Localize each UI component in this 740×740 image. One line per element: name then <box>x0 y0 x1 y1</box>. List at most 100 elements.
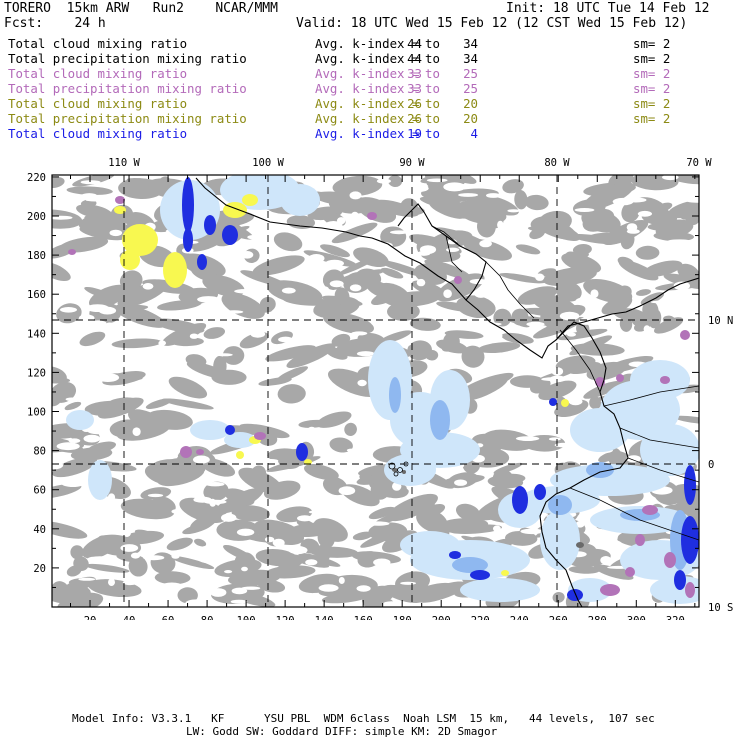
cloud-gap <box>132 427 141 437</box>
legend-to-word: to <box>425 111 440 126</box>
gray-cloud-blob <box>493 462 523 474</box>
cloud-gap <box>236 262 247 267</box>
legend-smoothing: sm= 2 <box>633 51 671 66</box>
cloud-gap <box>109 229 123 237</box>
cloud-gap <box>612 197 634 206</box>
legend-to-word: to <box>425 51 440 66</box>
cloud-spot-field <box>68 194 695 598</box>
gray-cloud-blob <box>332 175 383 197</box>
cloud-gap <box>52 461 64 470</box>
legend-avg-label: Avg. k-index = <box>315 51 420 66</box>
cloud-gap <box>673 281 690 291</box>
cloud-gap <box>357 379 367 387</box>
x-tick-label: 180 <box>393 615 412 620</box>
x-tick-label: 280 <box>588 615 607 620</box>
cloud-gap <box>247 234 267 240</box>
gray-cloud-blob <box>140 487 172 500</box>
cloud-gap <box>88 556 112 561</box>
gray-cloud-blob <box>538 380 577 401</box>
light-blue-cloud <box>400 531 460 559</box>
longitude-label: 70 W <box>686 157 712 169</box>
cloud-gap <box>516 436 540 441</box>
gray-cloud-blob <box>640 292 665 305</box>
cloud-gap <box>203 552 228 556</box>
cloud-gap <box>209 498 216 507</box>
cloud-gap <box>171 509 182 514</box>
dark-blue-cloud <box>534 484 546 500</box>
cloud-gap <box>56 442 80 451</box>
gray-cloud-blob <box>647 222 684 231</box>
gray-cloud-blob <box>501 332 534 344</box>
cloud-gap <box>81 193 98 199</box>
yellow-cloud-spot <box>236 451 244 459</box>
cloud-gap <box>158 340 166 346</box>
legend-field-name: Total cloud mixing ratio <box>8 126 188 141</box>
gray-cloud-blob <box>416 509 448 533</box>
cloud-gap <box>400 581 416 585</box>
legend-smoothing: sm= 2 <box>633 66 671 81</box>
gray-cloud-blob <box>561 252 602 274</box>
gray-cloud-blob <box>355 197 397 223</box>
cloud-gap <box>264 536 275 543</box>
gray-cloud-blob <box>531 293 578 316</box>
gray-cloud-blob <box>119 270 143 291</box>
y-tick-label: 120 <box>27 367 46 379</box>
gray-cloud-blob <box>215 488 264 514</box>
gray-cloud-blob <box>368 522 408 542</box>
gray-cloud-blob <box>459 203 507 225</box>
cloud-gap <box>151 390 164 397</box>
gray-cloud-blob <box>194 538 207 547</box>
light-blue-cloud <box>88 460 112 500</box>
purple-cloud-spot <box>367 212 377 220</box>
purple-cloud-spot <box>635 534 645 546</box>
gray-cloud-blob <box>601 355 654 374</box>
gray-cloud-blob <box>653 317 684 334</box>
dark-blue-cloud <box>183 228 193 252</box>
gray-cloud-blob <box>357 332 387 348</box>
cloud-gap <box>308 254 325 263</box>
cloud-gap <box>60 289 72 298</box>
map-panel: 220 200 180 160 140 120 100 80 60 40 20 20 40 60 80 100… <box>27 157 733 620</box>
gray-cloud-blob <box>251 465 267 481</box>
cloud-gap <box>78 577 96 581</box>
x-tick-label: 20 <box>84 615 97 620</box>
cloud-gap <box>496 388 507 397</box>
light-blue-cloud <box>550 464 670 496</box>
purple-cloud-spot <box>600 584 620 596</box>
cloud-gap <box>454 479 468 486</box>
cloud-gap <box>311 385 323 389</box>
y-tick-label: 140 <box>27 328 46 340</box>
cloud-gap <box>548 437 561 441</box>
yellow-cloud-spot <box>120 250 140 270</box>
cloud-gap <box>575 521 585 528</box>
y-tick-label: 80 <box>33 446 46 458</box>
gray-cloud-blob <box>436 301 475 312</box>
dark-blue-cloud <box>549 398 557 406</box>
cloud-gap <box>107 362 117 366</box>
gray-cloud-blob <box>618 260 659 281</box>
cloud-gap <box>278 336 294 343</box>
gray-cloud-blob <box>66 565 82 577</box>
gray-cloud-blob <box>154 571 191 585</box>
gray-cloud-blob <box>263 480 301 500</box>
legend-smoothing: sm= 2 <box>633 111 671 126</box>
cloud-gap <box>236 528 255 536</box>
legend-field-name: Total precipitation mixing ratio <box>8 51 247 66</box>
cloud-gap <box>382 194 398 200</box>
cloud-gap <box>307 426 317 435</box>
cloud-gap <box>234 289 258 294</box>
cloud-gap <box>105 322 114 327</box>
light-blue-cloud <box>460 578 540 602</box>
cloud-gap <box>324 221 343 230</box>
gray-cloud-blob <box>415 574 429 591</box>
x-tick-label: 200 <box>432 615 451 620</box>
gray-cloud-blob <box>169 555 215 570</box>
cloud-gap <box>637 210 653 217</box>
cloud-gap <box>426 178 448 183</box>
gray-cloud-blob <box>409 317 441 331</box>
light-blue-cloud <box>640 424 699 476</box>
cloud-gap <box>161 582 182 589</box>
gray-cloud-blob <box>202 274 245 297</box>
cloud-gap <box>96 373 120 382</box>
cloud-gap <box>338 577 345 584</box>
